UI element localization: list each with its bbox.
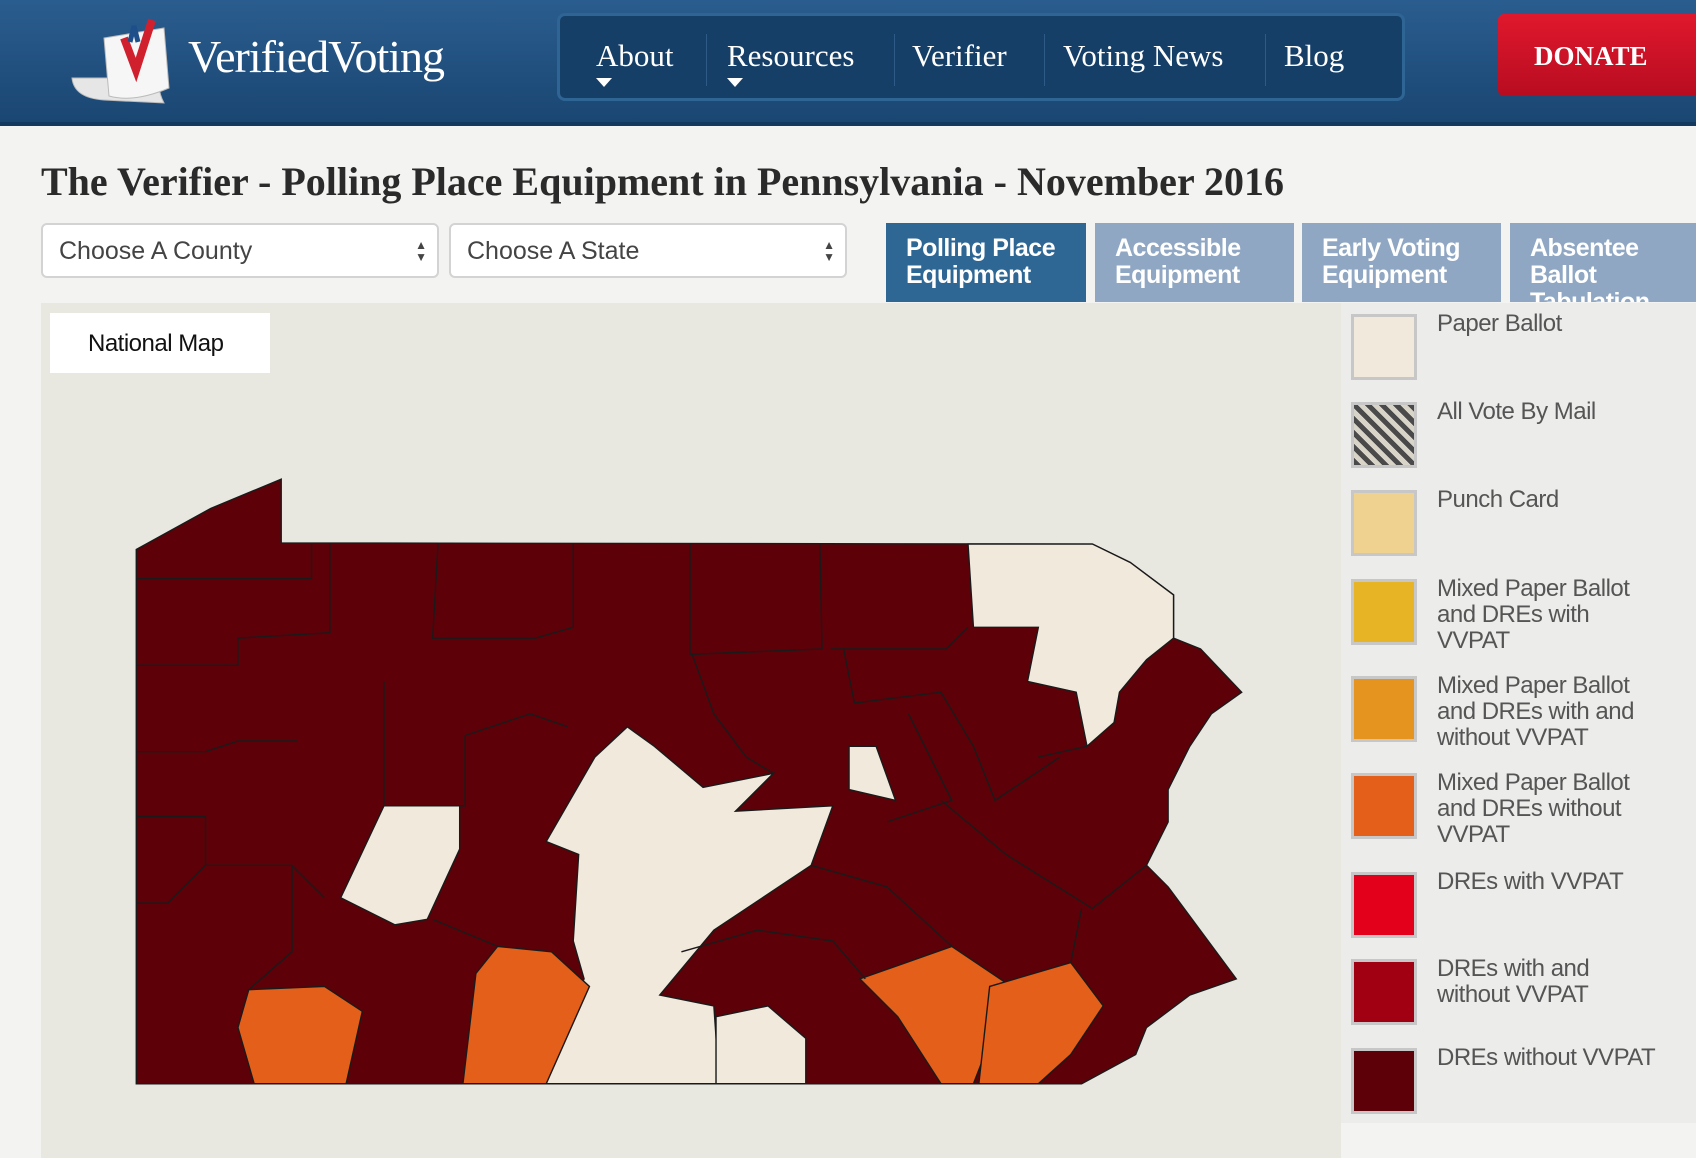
county-borders: [136, 542, 1147, 991]
county: [848, 745, 897, 802]
tab[interactable]: Absentee Ballot Tabulation: [1510, 223, 1696, 302]
legend-label: DREs without VVPAT: [1437, 1044, 1656, 1071]
legend-label: DREs with VVPAT: [1437, 868, 1624, 895]
legend-label: Mixed Paper Ballot and DREs with VVPAT: [1437, 575, 1630, 654]
legend-label: Mixed Paper Ballot and DREs without VVPA…: [1437, 769, 1630, 848]
separator: [894, 34, 895, 86]
legend-label: All Vote By Mail: [1437, 398, 1596, 425]
logo-icon: [71, 18, 170, 104]
tab[interactable]: Accessible Equipment: [1095, 223, 1294, 302]
legend-swatch: [1351, 579, 1417, 645]
nav-item[interactable]: Resources: [727, 38, 855, 73]
select-text: Choose A State: [467, 237, 640, 265]
legend-swatch: [1351, 490, 1417, 556]
nav-item[interactable]: Voting News: [1063, 38, 1224, 73]
legend-swatch: [1351, 872, 1417, 938]
legend-swatch: [1351, 1048, 1417, 1114]
legend-swatch: [1351, 773, 1417, 839]
separator: [1265, 34, 1266, 86]
nav-item[interactable]: About: [596, 38, 674, 73]
separator: [1044, 34, 1045, 86]
county: [715, 1005, 807, 1085]
legend-swatch: [1351, 676, 1417, 742]
legend-label: Paper Ballot: [1437, 310, 1562, 337]
nav-item[interactable]: Blog: [1284, 38, 1345, 73]
dropdown-caret: [727, 78, 743, 87]
donate-button[interactable]: DONATE: [1498, 14, 1696, 96]
legend-swatch: [1351, 959, 1417, 1025]
counties: [135, 478, 1243, 1085]
page-title: The Verifier - Polling Place Equipment i…: [41, 159, 1284, 204]
state-select[interactable]: Choose A State ▲ ▼: [449, 223, 847, 278]
county: [967, 543, 1175, 748]
national-map-button[interactable]: National Map: [50, 313, 270, 373]
select-arrows: ▲ ▼: [415, 238, 427, 264]
logo[interactable]: VerifiedVoting: [188, 31, 445, 82]
nav-item[interactable]: Verifier: [912, 38, 1007, 73]
county: [237, 985, 364, 1085]
select-arrows: ▲ ▼: [823, 238, 835, 264]
separator: [706, 34, 707, 86]
legend-label: Punch Card: [1437, 486, 1559, 513]
dropdown-caret: [596, 78, 612, 87]
tab[interactable]: Early Voting Equipment: [1302, 223, 1501, 302]
legend-swatch: [1351, 402, 1417, 468]
county-select[interactable]: Choose A County ▲ ▼: [41, 223, 439, 278]
tab-text: Absentee Ballot Tabulation: [1530, 234, 1650, 303]
legend-label: DREs with and without VVPAT: [1437, 955, 1590, 1008]
legend-swatch: [1351, 314, 1417, 380]
nav-bar: About Resources Verifier Voting News Blo…: [557, 13, 1405, 101]
tab-active[interactable]: Polling Place Equipment: [886, 223, 1086, 302]
header: VerifiedVoting About Resources Verifier …: [0, 0, 1696, 126]
county: [539, 725, 834, 1085]
legend-label: Mixed Paper Ballot and DREs with and wit…: [1437, 672, 1634, 751]
select-text: Choose A County: [59, 237, 253, 265]
